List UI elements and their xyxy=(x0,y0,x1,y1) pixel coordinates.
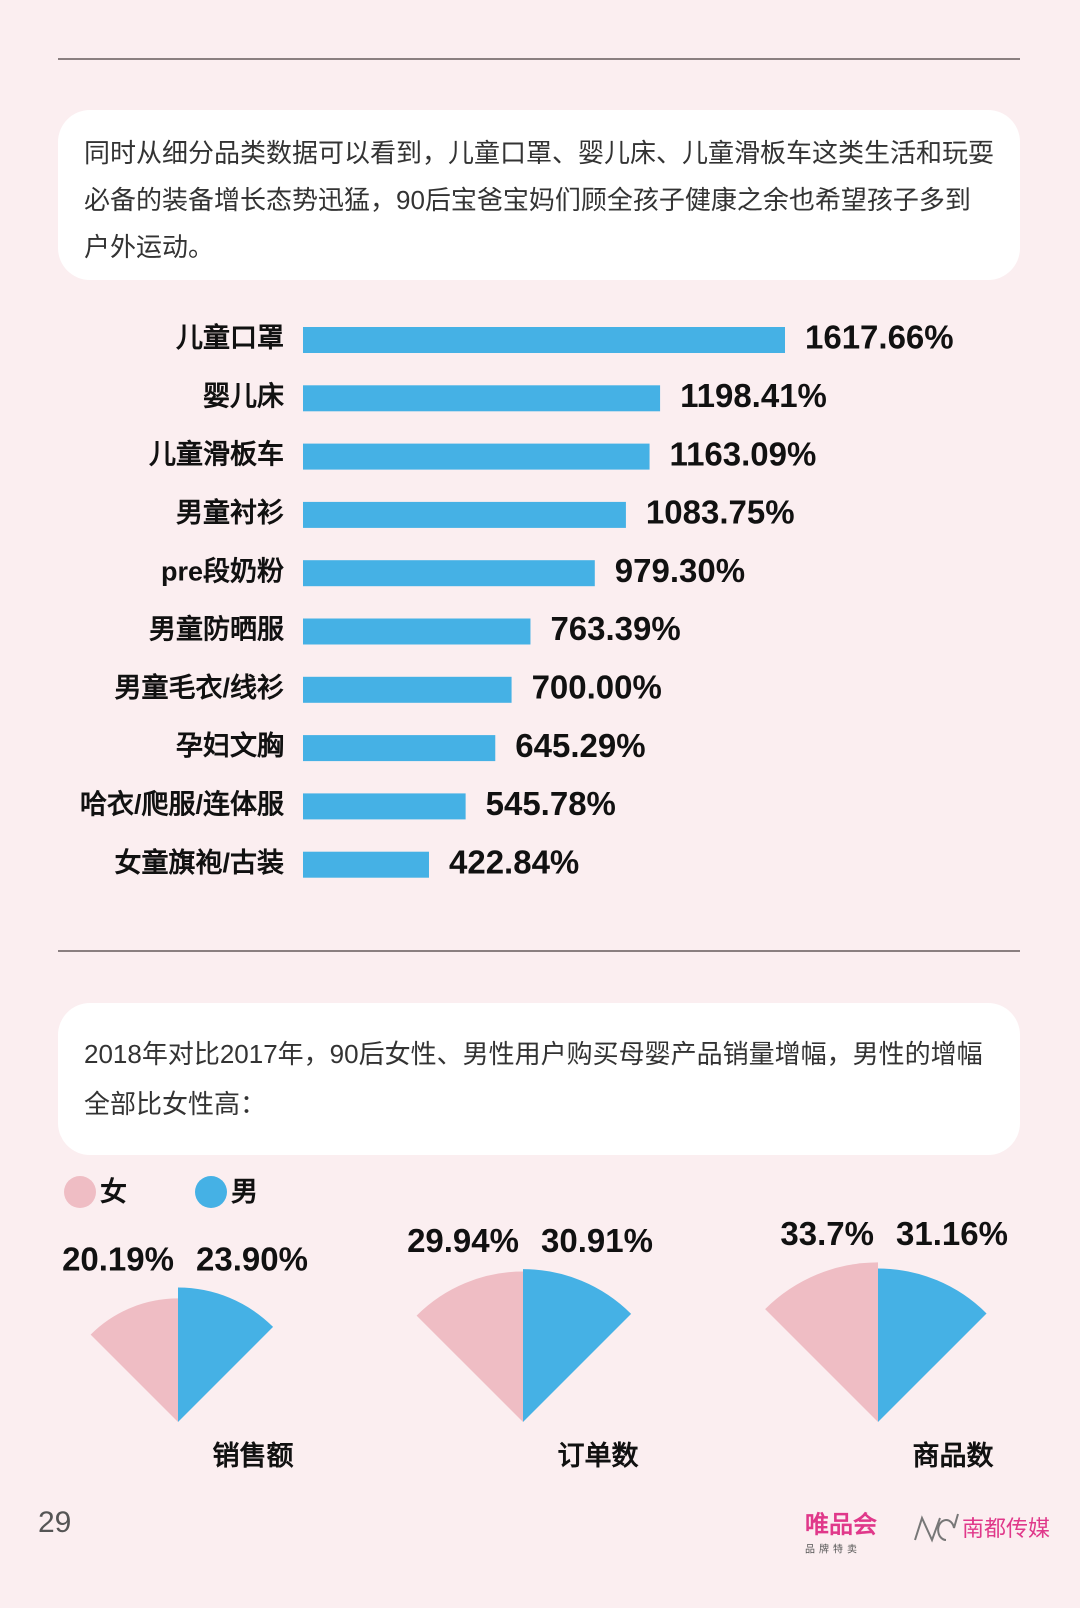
divider xyxy=(58,58,1020,60)
category-label: 儿童滑板车 xyxy=(149,439,284,470)
value-label: 700.00% xyxy=(532,669,662,706)
category-label: 婴儿床 xyxy=(203,380,284,411)
divider xyxy=(58,950,1020,952)
logo-slogan: 品牌特卖 xyxy=(805,1543,861,1556)
bar xyxy=(303,443,650,470)
category-label: 销售额 xyxy=(213,1440,294,1471)
rose-sector xyxy=(765,1262,878,1422)
comparison-text: 2018年对比2017年，90后女性、男性用户购买母婴产品销量增幅，男性的增幅全… xyxy=(84,1039,983,1119)
value-label: 545.78% xyxy=(486,785,616,822)
bar xyxy=(303,735,496,762)
value-label: 1617.66% xyxy=(805,319,954,356)
category-label: 哈衣/爬服/连体服 xyxy=(80,789,285,820)
category-label: 男童防晒服 xyxy=(149,614,285,645)
category-label: 儿童口罩 xyxy=(176,322,284,353)
intro-box: 同时从细分品类数据可以看到，儿童口罩、婴儿床、儿童滑板车这类生活和玩耍必备的装备… xyxy=(58,110,1020,280)
value-label: 33.7% xyxy=(780,1215,874,1252)
comparison-box: 2018年对比2017年，90后女性、男性用户购买母婴产品销量增幅，男性的增幅全… xyxy=(58,1003,1020,1155)
bar xyxy=(303,501,626,528)
category-label: 孕妇文胸 xyxy=(176,730,284,761)
value-label: 1163.09% xyxy=(670,435,817,472)
rose-sector xyxy=(523,1269,632,1422)
value-label: 422.84% xyxy=(449,843,579,880)
value-label: 23.90% xyxy=(196,1240,308,1277)
bar xyxy=(303,851,429,878)
logo-mark xyxy=(914,1513,959,1543)
category-label: 男童衬衫 xyxy=(176,497,284,528)
bar xyxy=(303,676,512,703)
value-label: 1083.75% xyxy=(646,494,795,531)
intro-text: 同时从细分品类数据可以看到，儿童口罩、婴儿床、儿童滑板车这类生活和玩耍必备的装备… xyxy=(84,138,995,262)
bar xyxy=(303,560,595,587)
legend-label: 男 xyxy=(231,1177,258,1207)
value-label: 763.39% xyxy=(550,610,680,647)
rose-sector xyxy=(416,1271,523,1422)
bar xyxy=(303,618,531,645)
logo-text: 唯品会 xyxy=(805,1510,877,1538)
bar xyxy=(303,385,661,412)
value-label: 31.16% xyxy=(896,1215,1008,1252)
value-label: 645.29% xyxy=(515,727,645,764)
legend-label: 女 xyxy=(100,1176,127,1207)
category-label: 女童旗袍/古装 xyxy=(114,847,284,878)
value-label: 29.94% xyxy=(407,1222,519,1259)
value-label: 1198.41% xyxy=(680,377,827,414)
legend-swatch xyxy=(64,1176,96,1208)
rose-sector xyxy=(878,1268,987,1422)
rose-sector xyxy=(90,1298,178,1422)
bar xyxy=(303,793,466,820)
bar xyxy=(303,327,785,353)
page-number: 29 xyxy=(38,1506,71,1539)
category-label: 订单数 xyxy=(558,1441,640,1471)
value-label: 30.91% xyxy=(541,1222,653,1259)
category-label: 男童毛衣/线衫 xyxy=(114,672,284,703)
logo-text: 南都传媒 xyxy=(962,1516,1050,1541)
category-label: 商品数 xyxy=(913,1441,995,1471)
rose-sector xyxy=(178,1287,274,1422)
value-label: 979.30% xyxy=(615,552,745,589)
legend-swatch xyxy=(195,1176,227,1208)
value-label: 20.19% xyxy=(62,1240,174,1277)
category-label: pre段奶粉 xyxy=(161,556,284,586)
